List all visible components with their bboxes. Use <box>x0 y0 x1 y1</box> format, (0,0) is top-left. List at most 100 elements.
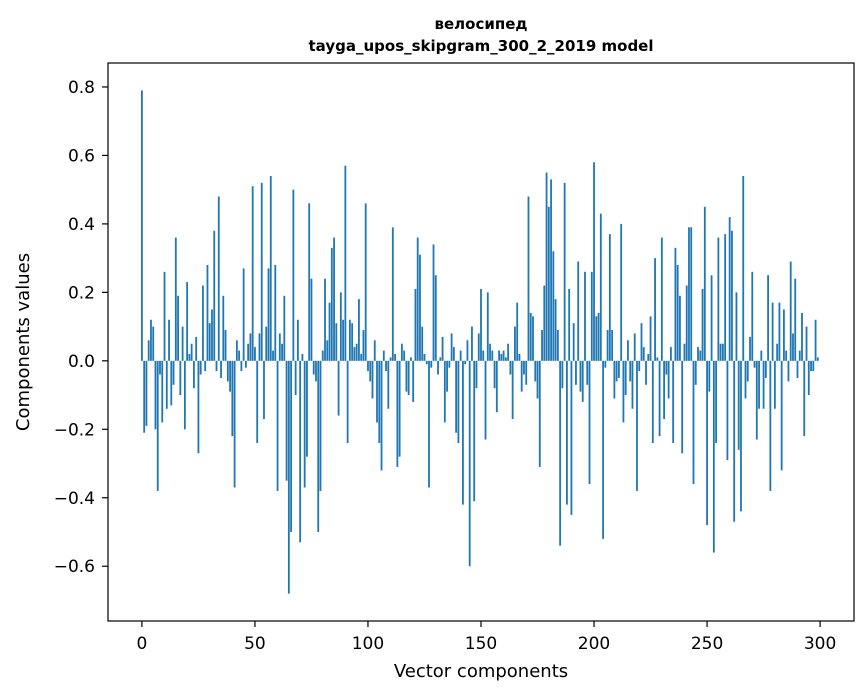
bar <box>376 360 378 423</box>
bar <box>789 261 792 361</box>
bar <box>554 299 557 361</box>
bars-group <box>141 90 819 594</box>
bar <box>360 353 363 361</box>
x-tick-label: 50 <box>244 634 266 654</box>
bar <box>491 350 494 361</box>
bar <box>773 360 776 409</box>
bar <box>746 360 749 382</box>
x-tick-label: 0 <box>136 634 147 654</box>
bar <box>656 357 659 361</box>
bar <box>346 360 349 443</box>
bar <box>608 234 611 361</box>
bar <box>509 360 512 375</box>
bar <box>448 360 451 368</box>
bar <box>561 360 564 389</box>
bar <box>674 247 677 361</box>
bar <box>233 360 236 488</box>
bar <box>145 360 148 426</box>
bar <box>369 360 372 382</box>
bar <box>242 268 245 361</box>
bar <box>208 323 211 361</box>
bar <box>272 350 274 361</box>
bar <box>292 189 295 361</box>
bar <box>649 316 652 361</box>
bar <box>749 336 751 361</box>
bar <box>450 333 453 361</box>
bar <box>796 360 799 378</box>
bar <box>174 237 177 361</box>
bar <box>663 360 666 420</box>
bar <box>514 326 516 361</box>
bar <box>724 234 727 361</box>
bar <box>339 292 342 361</box>
bar <box>611 330 614 361</box>
bar <box>593 162 595 361</box>
bar <box>249 333 252 361</box>
bar <box>525 360 528 385</box>
bar <box>278 333 281 361</box>
bar <box>287 360 290 594</box>
x-tick-label: 250 <box>691 634 723 654</box>
bar <box>712 360 715 553</box>
bar <box>683 343 686 361</box>
bar <box>143 360 146 433</box>
bar <box>577 261 580 361</box>
bar <box>240 360 243 372</box>
bar <box>306 360 308 457</box>
bar <box>703 206 706 361</box>
bar <box>721 343 724 361</box>
bar <box>658 360 661 437</box>
bar <box>690 227 693 361</box>
bar <box>636 360 638 491</box>
bar <box>412 360 415 402</box>
bar <box>715 360 718 443</box>
bar <box>238 350 241 361</box>
bar <box>624 360 627 396</box>
bar <box>615 360 618 382</box>
bar <box>222 295 225 361</box>
bar <box>217 196 220 361</box>
bar <box>538 360 541 467</box>
bar <box>432 244 435 361</box>
bar <box>776 343 779 361</box>
bar <box>602 360 604 539</box>
bar <box>498 350 500 361</box>
bar <box>584 271 586 361</box>
bar <box>731 230 733 361</box>
bar <box>310 278 313 361</box>
bar <box>586 360 589 385</box>
bar <box>312 360 315 375</box>
bar <box>744 360 747 399</box>
bar <box>351 323 354 361</box>
bar <box>669 347 672 361</box>
bar <box>416 237 419 361</box>
y-tick-label: −0.4 <box>54 489 95 509</box>
bar <box>500 353 503 361</box>
y-tick-label: 0.0 <box>68 352 95 372</box>
bar <box>229 360 231 392</box>
bar <box>699 350 702 361</box>
bar <box>629 360 632 382</box>
bar <box>373 340 376 361</box>
bar <box>387 360 390 409</box>
bar <box>452 347 455 361</box>
bar <box>595 316 598 361</box>
bar <box>518 353 521 361</box>
bar <box>364 203 367 361</box>
bar <box>152 326 155 361</box>
bar <box>493 360 496 389</box>
bar <box>590 271 593 361</box>
bar <box>631 360 634 409</box>
bar <box>466 340 469 361</box>
bar <box>299 360 302 543</box>
bar <box>220 360 222 378</box>
y-axis: −0.6 −0.4 −0.2 0.0 0.2 0.4 0.6 0.8 <box>54 78 108 577</box>
bar <box>358 299 360 361</box>
bar <box>710 275 713 361</box>
bar <box>211 309 213 361</box>
bar <box>235 340 238 361</box>
bar <box>719 343 722 361</box>
bar <box>785 350 788 361</box>
bar <box>177 295 179 361</box>
bar <box>556 330 559 361</box>
